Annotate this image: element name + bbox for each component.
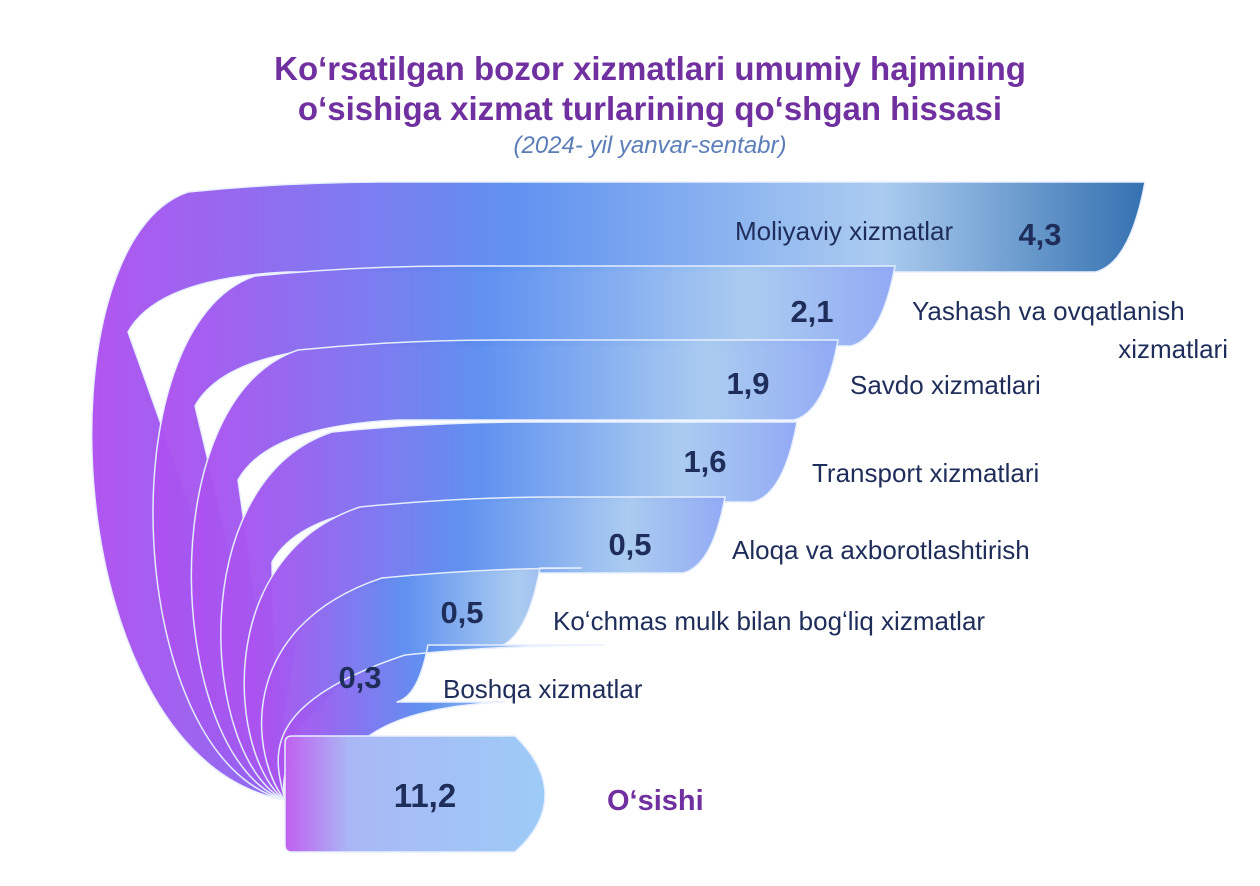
total-category-label: Oʻsishi bbox=[607, 785, 704, 817]
value-label-6: 0,5 bbox=[440, 595, 483, 630]
value-label-2: 2,1 bbox=[790, 294, 833, 329]
value-label-5: 0,5 bbox=[608, 527, 651, 562]
category-label-2: Yashash va ovqatlanish xizmatlari bbox=[912, 296, 1228, 364]
chart-title-line-1: Koʻrsatilgan bozor xizmatlari umumiy haj… bbox=[274, 50, 1026, 87]
total-box bbox=[284, 735, 546, 853]
total-value-label: 11,2 bbox=[394, 777, 456, 814]
category-label-7: Boshqa xizmatlar bbox=[443, 674, 643, 704]
value-label-7: 0,3 bbox=[338, 660, 381, 695]
chart-title-line-2: oʻsishiga xizmat turlarining qoʻshgan hi… bbox=[297, 90, 1003, 127]
value-label-4: 1,6 bbox=[683, 444, 726, 479]
value-label-3: 1,9 bbox=[726, 366, 769, 401]
value-label-1: 4,3 bbox=[1018, 217, 1061, 252]
category-label-5: Aloqa va axborotlashtirish bbox=[732, 535, 1030, 565]
chart-subtitle: (2024- yil yanvar-sentabr) bbox=[513, 132, 787, 159]
category-label-3: Savdo xizmatlari bbox=[850, 370, 1041, 400]
category-label-1: Moliyaviy xizmatlar bbox=[735, 216, 953, 246]
category-label-4: Transport xizmatlari bbox=[812, 458, 1039, 488]
category-label-6: Koʻchmas mulk bilan bogʻliq xizmatlar bbox=[553, 606, 985, 636]
